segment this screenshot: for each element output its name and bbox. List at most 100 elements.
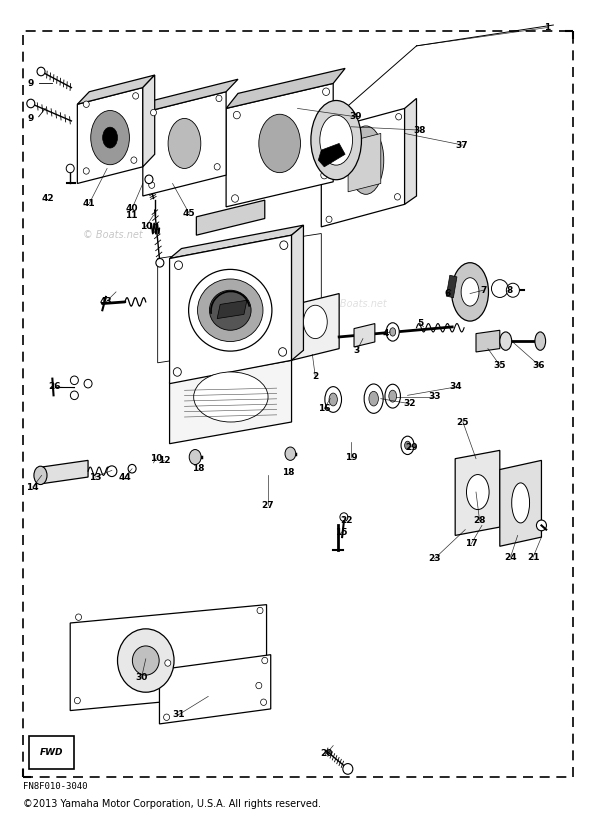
Text: 18: 18 [192, 465, 205, 473]
Ellipse shape [369, 391, 378, 406]
Text: 44: 44 [118, 473, 131, 481]
Polygon shape [318, 143, 345, 167]
Circle shape [261, 699, 267, 706]
Text: 29: 29 [405, 443, 418, 451]
Text: 22: 22 [340, 516, 353, 525]
Text: 7: 7 [480, 286, 486, 294]
Polygon shape [143, 75, 155, 167]
Ellipse shape [461, 278, 479, 306]
Ellipse shape [189, 269, 272, 351]
Ellipse shape [512, 483, 530, 523]
Text: 17: 17 [465, 540, 478, 548]
Polygon shape [217, 300, 247, 319]
Circle shape [165, 660, 171, 666]
Circle shape [149, 182, 155, 188]
Text: 28: 28 [473, 516, 486, 525]
Circle shape [145, 175, 153, 183]
Circle shape [321, 172, 328, 178]
Text: 26: 26 [48, 383, 61, 391]
Text: 42: 42 [41, 194, 54, 203]
Circle shape [233, 112, 240, 118]
Circle shape [278, 348, 287, 356]
Circle shape [394, 193, 400, 200]
Ellipse shape [198, 279, 263, 342]
Polygon shape [42, 460, 88, 484]
Polygon shape [446, 275, 457, 298]
Text: ©2013 Yamaha Motor Corporation, U.S.A. All rights reserved.: ©2013 Yamaha Motor Corporation, U.S.A. A… [23, 799, 321, 809]
Circle shape [328, 132, 334, 138]
Text: 10: 10 [150, 455, 162, 463]
Circle shape [66, 164, 74, 173]
Text: 2: 2 [312, 373, 318, 381]
Polygon shape [226, 83, 333, 207]
Text: © Boats.net: © Boats.net [327, 299, 387, 309]
Ellipse shape [329, 393, 337, 406]
Ellipse shape [535, 332, 546, 350]
Circle shape [128, 465, 136, 473]
Polygon shape [476, 330, 500, 352]
Circle shape [231, 195, 239, 202]
Ellipse shape [189, 450, 201, 465]
Text: 1: 1 [544, 23, 550, 32]
Text: FWD: FWD [39, 748, 63, 756]
Circle shape [506, 284, 519, 297]
Polygon shape [226, 68, 345, 108]
Text: 16: 16 [318, 404, 331, 413]
Ellipse shape [385, 384, 400, 408]
Ellipse shape [118, 629, 174, 692]
Text: 9: 9 [28, 79, 34, 88]
Circle shape [133, 93, 139, 99]
Text: 9: 9 [28, 114, 34, 123]
Circle shape [83, 101, 89, 108]
Text: 38: 38 [414, 126, 427, 134]
Ellipse shape [389, 390, 397, 402]
Polygon shape [77, 88, 143, 183]
Polygon shape [170, 235, 292, 384]
Circle shape [164, 714, 170, 721]
Ellipse shape [34, 466, 47, 485]
Text: 45: 45 [183, 209, 196, 218]
Ellipse shape [194, 372, 268, 422]
Text: 36: 36 [533, 361, 546, 369]
Circle shape [70, 391, 79, 399]
Text: 34: 34 [449, 383, 462, 391]
Polygon shape [292, 294, 339, 360]
Circle shape [156, 259, 164, 267]
Ellipse shape [133, 646, 159, 676]
Ellipse shape [285, 447, 296, 460]
Text: 37: 37 [455, 141, 468, 149]
Text: 15: 15 [335, 528, 348, 536]
Polygon shape [143, 92, 226, 196]
Circle shape [131, 157, 137, 163]
Circle shape [70, 376, 79, 384]
Text: 32: 32 [403, 399, 416, 408]
Text: 3: 3 [354, 346, 360, 354]
Circle shape [396, 113, 402, 120]
Text: 39: 39 [349, 113, 362, 121]
Polygon shape [405, 98, 416, 204]
Text: 40: 40 [126, 204, 139, 213]
Circle shape [326, 216, 332, 223]
Circle shape [107, 466, 117, 476]
Polygon shape [196, 200, 265, 235]
Ellipse shape [364, 384, 383, 414]
Polygon shape [170, 225, 303, 259]
Polygon shape [77, 75, 155, 104]
Text: 43: 43 [99, 298, 112, 306]
Polygon shape [292, 225, 303, 360]
Polygon shape [455, 450, 500, 535]
Ellipse shape [103, 127, 118, 148]
Text: 12: 12 [158, 456, 171, 465]
Polygon shape [158, 234, 321, 363]
Text: 35: 35 [493, 361, 506, 369]
Ellipse shape [386, 323, 399, 341]
Text: 33: 33 [428, 393, 441, 401]
Polygon shape [321, 108, 405, 227]
Polygon shape [70, 605, 267, 711]
Circle shape [214, 163, 220, 170]
Text: 20: 20 [320, 750, 332, 758]
Text: 23: 23 [428, 555, 441, 563]
Polygon shape [354, 324, 375, 347]
Ellipse shape [466, 475, 489, 510]
Circle shape [151, 109, 156, 116]
